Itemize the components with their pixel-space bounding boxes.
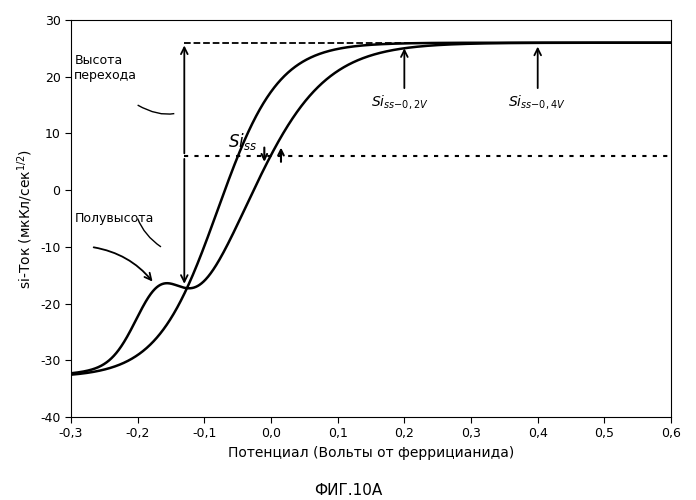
Text: $\mathit{Si}_{ss}$: $\mathit{Si}_{ss}$ [228,132,257,152]
Text: $\mathit{Si}_{ss\mathrm{-}0,2V}$: $\mathit{Si}_{ss\mathrm{-}0,2V}$ [371,93,429,111]
Text: Высота
перехода: Высота перехода [74,54,137,82]
Text: Полувысота: Полувысота [74,212,154,225]
Y-axis label: si-Ток (мкКл/сек$^{1/2}$): si-Ток (мкКл/сек$^{1/2}$) [15,148,35,288]
X-axis label: Потенциал (Вольты от феррицианида): Потенциал (Вольты от феррицианида) [228,446,514,460]
Text: $\mathit{Si}_{ss\mathrm{-}0,4V}$: $\mathit{Si}_{ss\mathrm{-}0,4V}$ [507,93,565,111]
Text: ФИГ.10А: ФИГ.10А [314,483,382,498]
